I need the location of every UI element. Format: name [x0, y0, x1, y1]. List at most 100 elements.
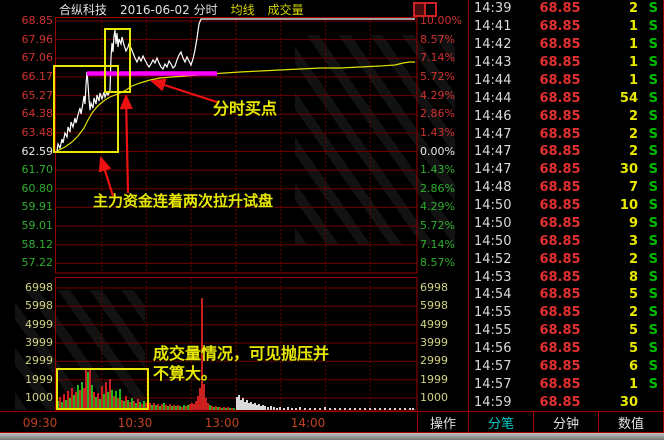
- tick-price: 68.85: [539, 287, 581, 303]
- volume-bar: [242, 398, 244, 410]
- volume-bar: [67, 391, 69, 410]
- tab-分钟[interactable]: 分钟: [533, 412, 598, 432]
- volume-bar: [59, 397, 61, 410]
- tick-row[interactable]: 14:55 68.85 5 S: [469, 322, 663, 340]
- volume-axis-label: 6998: [25, 281, 53, 294]
- tick-price: 68.85: [539, 37, 581, 53]
- tab-operation[interactable]: 操作: [417, 411, 468, 433]
- tick-price: 68.85: [539, 305, 581, 321]
- volume-bar: [379, 408, 381, 410]
- volume-axis-label: 3999: [420, 336, 448, 349]
- tick-row[interactable]: 14:54 68.85 5 S: [469, 286, 663, 304]
- tick-row[interactable]: 14:39 68.85 2 S: [469, 0, 663, 18]
- volume-bar: [63, 394, 65, 410]
- volume-bar: [97, 393, 99, 410]
- tick-side-flag: S: [648, 162, 658, 178]
- tick-row[interactable]: 14:56 68.85 5 S: [469, 340, 663, 358]
- tick-side-flag: S: [648, 37, 658, 53]
- tick-row[interactable]: 14:50 68.85 9 S: [469, 215, 663, 233]
- volume-bar: [179, 406, 181, 410]
- volume-bar: [304, 408, 306, 410]
- tick-side-flag: S: [648, 269, 658, 285]
- volume-bar: [65, 400, 67, 410]
- volume-bar: [197, 396, 199, 410]
- tick-side-flag: S: [648, 108, 658, 124]
- tick-row[interactable]: 14:53 68.85 8 S: [469, 268, 663, 286]
- volume-bar: [219, 407, 221, 410]
- tick-row[interactable]: 14:57 68.85 1 S: [469, 375, 663, 393]
- tick-time: 14:43: [474, 55, 512, 71]
- tick-volume: 1: [628, 55, 638, 71]
- percent-axis-label: 7.14%: [420, 51, 455, 65]
- volume-bar: [91, 385, 93, 410]
- volume-bar: [113, 396, 115, 410]
- tick-volume: 2: [628, 126, 638, 142]
- volume-bar: [244, 402, 246, 410]
- tick-row[interactable]: 14:41 68.85 1 S: [469, 18, 663, 36]
- volume-bar: [193, 404, 195, 410]
- volume-bar: [329, 408, 331, 410]
- tick-volume: 1: [628, 19, 638, 35]
- tick-row[interactable]: 14:50 68.85 10 S: [469, 197, 663, 215]
- volume-bar: [258, 404, 260, 410]
- chart-date-mode: 2016-06-02 分时: [120, 3, 218, 17]
- volume-axis-label: 3999: [25, 336, 53, 349]
- tick-price: 68.85: [539, 108, 581, 124]
- price-axis-label: 67.06: [21, 51, 54, 65]
- volume-bar: [211, 406, 213, 410]
- tick-row[interactable]: 14:59 68.85 30: [469, 393, 663, 411]
- tick-price: 68.85: [539, 394, 581, 410]
- tick-volume: 2: [628, 144, 638, 160]
- intraday-chart-surface[interactable]: [0, 0, 470, 440]
- tick-row[interactable]: 14:55 68.85 2 S: [469, 304, 663, 322]
- volume-indicator-label: 成交量: [267, 3, 304, 17]
- tick-price: 68.85: [539, 233, 581, 249]
- tick-row[interactable]: 14:57 68.85 6 S: [469, 358, 663, 376]
- tick-row[interactable]: 14:42 68.85 1 S: [469, 36, 663, 54]
- tick-price: 68.85: [539, 72, 581, 88]
- volume-bar: [89, 368, 91, 410]
- tick-time: 14:44: [474, 72, 512, 88]
- volume-bar: [167, 406, 169, 410]
- tick-price: 68.85: [539, 55, 581, 71]
- volume-bar: [141, 404, 143, 410]
- tick-row[interactable]: 14:47 68.85 2 S: [469, 125, 663, 143]
- panel-tab-bar: 分笔 分钟 数值: [469, 411, 663, 433]
- volume-bar: [409, 408, 411, 410]
- tick-volume: 1: [628, 376, 638, 392]
- volume-bar: [83, 388, 85, 410]
- split-window-icon[interactable]: [413, 2, 437, 17]
- tick-row[interactable]: 14:44 68.85 1 S: [469, 72, 663, 90]
- tick-row[interactable]: 14:47 68.85 30 S: [469, 161, 663, 179]
- tab-active-分笔[interactable]: 分笔: [487, 416, 514, 432]
- volume-bar: [75, 392, 77, 410]
- tick-side-flag: S: [648, 180, 658, 196]
- tick-side-flag: S: [648, 55, 658, 71]
- volume-bar: [248, 403, 250, 410]
- tick-volume: 2: [628, 108, 638, 124]
- tick-row[interactable]: 14:47 68.85 2 S: [469, 143, 663, 161]
- volume-axis-label: 1999: [25, 372, 53, 386]
- volume-bar: [173, 405, 175, 410]
- volume-bar: [85, 370, 87, 410]
- volume-bar: [225, 408, 227, 410]
- percent-axis-label: 4.29%: [420, 88, 455, 102]
- tab-数值[interactable]: 数值: [598, 412, 663, 432]
- ma-line-label: 均线: [230, 3, 255, 17]
- tick-side-flag: S: [648, 90, 658, 106]
- tick-list-panel: 14:39 68.85 2 S 14:41 68.85 1 S 14:42 68.85 1 S 14:4…: [468, 0, 664, 433]
- tick-row[interactable]: 14:44 68.85 54 S: [469, 89, 663, 107]
- tick-row[interactable]: 14:48 68.85 7 S: [469, 179, 663, 197]
- tick-row[interactable]: 14:52 68.85 2 S: [469, 250, 663, 268]
- tick-side-flag: S: [648, 341, 658, 357]
- annotation-volume-note: 成交量情况，可见抛压并 不算大。: [153, 344, 329, 384]
- tick-row[interactable]: 14:50 68.85 3 S: [469, 232, 663, 250]
- percent-axis-label: 4.29%: [420, 200, 455, 214]
- volume-bar: [133, 401, 135, 410]
- volume-bar: [163, 403, 165, 410]
- tick-row[interactable]: 14:46 68.85 2 S: [469, 107, 663, 125]
- tick-volume: 5: [628, 287, 638, 303]
- tick-row[interactable]: 14:43 68.85 1 S: [469, 54, 663, 72]
- volume-bar: [117, 398, 119, 410]
